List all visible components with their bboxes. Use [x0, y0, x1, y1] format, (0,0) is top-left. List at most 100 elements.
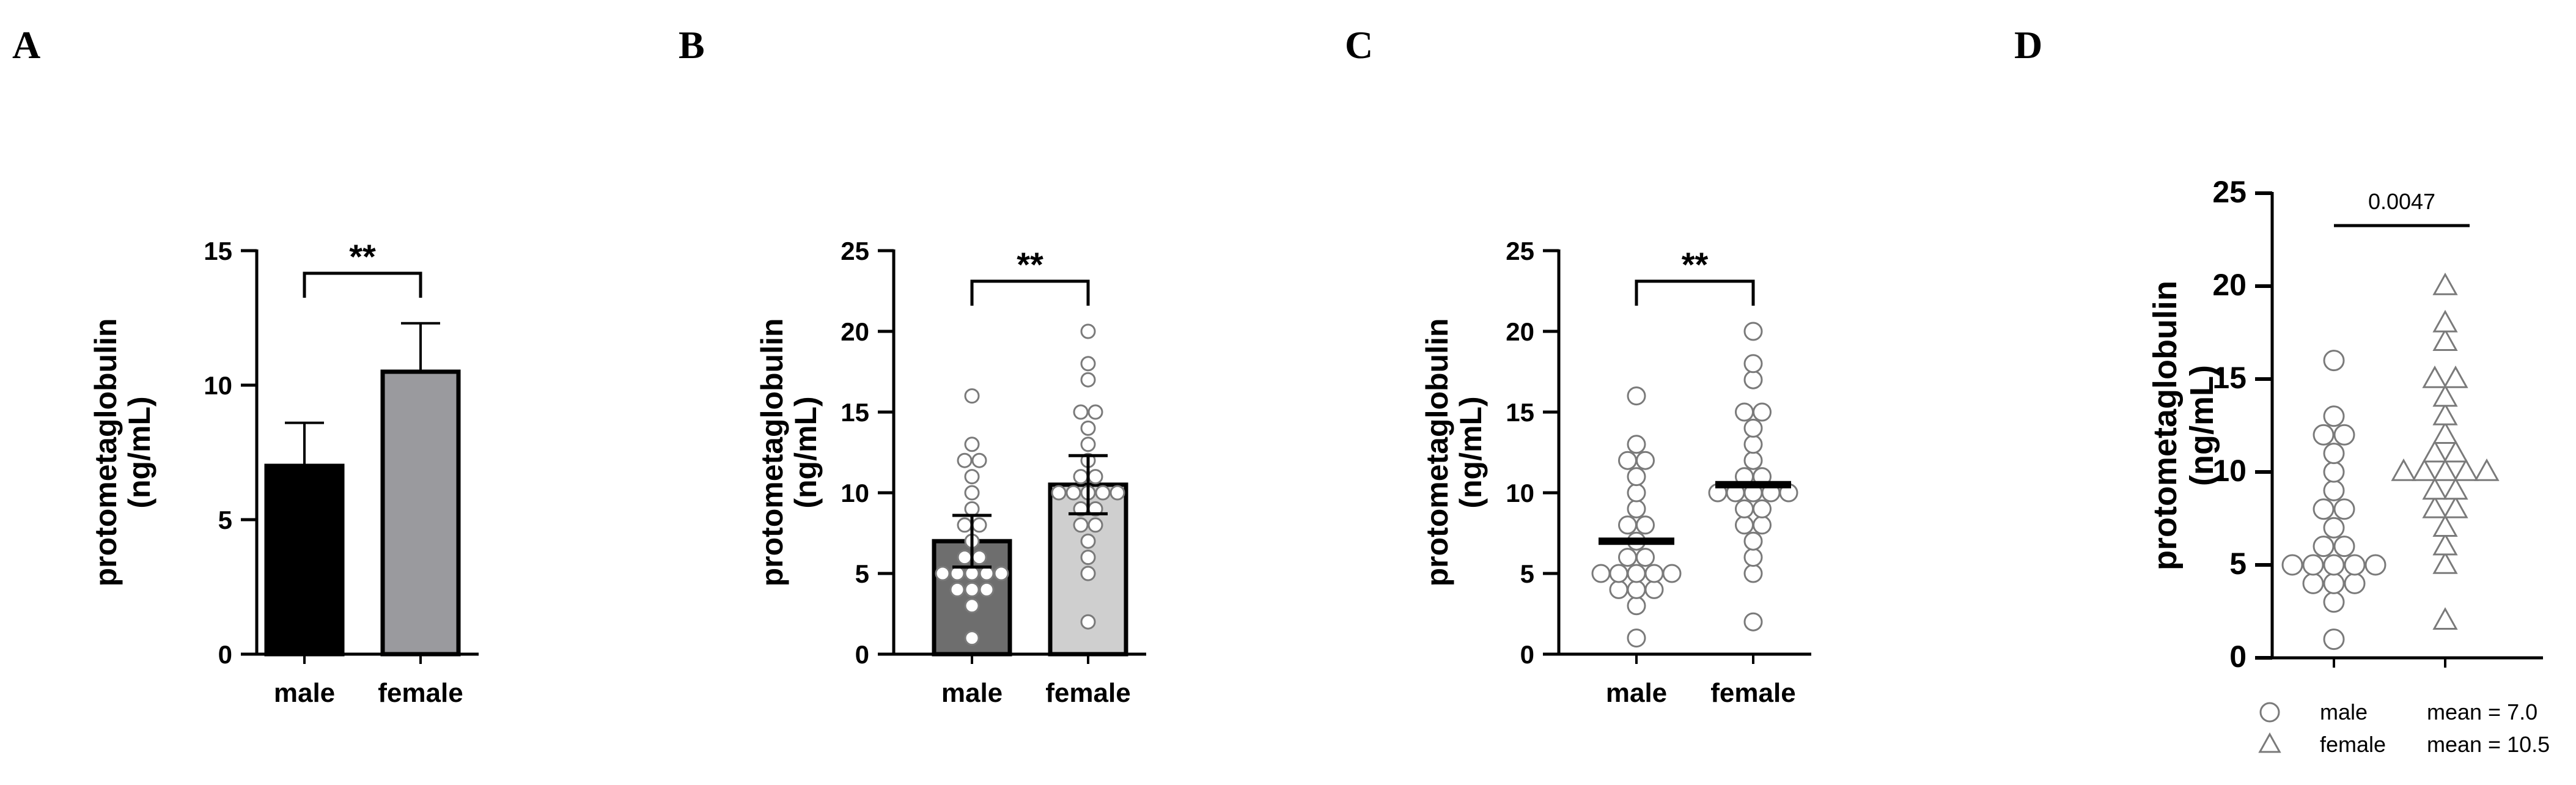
y-tick-label: 20 [1506, 317, 1534, 346]
data-point-circle [2333, 536, 2355, 558]
significance-bracket [1635, 279, 1755, 306]
data-point [1636, 451, 1655, 470]
legend-label: female [2320, 732, 2386, 757]
data-point [964, 598, 980, 614]
data-point [964, 388, 980, 404]
x-tick-label: female [1710, 678, 1795, 708]
data-point [1110, 485, 1125, 501]
x-tick-label: female [378, 678, 463, 708]
data-point [1627, 564, 1646, 583]
legend-stat: mean = 7.0 [2427, 699, 2537, 724]
data-point-circle [2364, 554, 2386, 576]
data-point [1743, 531, 1763, 551]
data-point [1662, 564, 1682, 583]
y-axis-label: (ng/mL) [789, 396, 823, 508]
data-point-circle [2302, 572, 2324, 594]
significance-label: ** [349, 237, 376, 276]
data-point [1618, 548, 1637, 567]
data-point-triangle [2474, 458, 2500, 481]
data-point [1618, 451, 1637, 470]
data-point [1080, 533, 1096, 549]
data-point [957, 550, 973, 566]
y-tick-label: 10 [1506, 479, 1534, 507]
data-point [964, 469, 980, 485]
y-tick-label: 5 [2229, 547, 2247, 581]
data-point-triangle [2432, 514, 2458, 537]
data-point [964, 437, 980, 452]
legend-label: male [2320, 699, 2368, 724]
y-axis-label: (ng/mL) [1454, 396, 1488, 508]
data-point [979, 581, 995, 597]
data-point [957, 517, 973, 533]
y-tick-label: 15 [1506, 398, 1534, 427]
data-point [1627, 386, 1646, 406]
data-point-triangle [2432, 328, 2458, 351]
y-axis-label: (ng/mL) [2184, 365, 2220, 486]
data-point [1073, 517, 1089, 533]
y-tick-label: 10 [2212, 454, 2247, 488]
data-point [964, 566, 980, 581]
data-point [1080, 323, 1096, 339]
data-point [1753, 499, 1772, 518]
y-tick-label: 0 [2229, 639, 2247, 674]
data-point-circle [2323, 628, 2345, 650]
data-point-circle [2313, 498, 2335, 520]
data-point-circle [2323, 591, 2345, 613]
data-point [1636, 548, 1655, 567]
p-value-label: 0.0047 [2368, 189, 2435, 214]
y-tick-label: 5 [855, 559, 869, 588]
data-point [1618, 515, 1637, 535]
data-point-triangle [2432, 384, 2458, 407]
data-point-circle [2323, 517, 2345, 539]
data-point [1609, 564, 1628, 583]
x-tick-label: female [1045, 678, 1130, 708]
y-tick-label: 25 [841, 237, 869, 265]
data-point-triangle [2432, 421, 2458, 444]
data-point [1080, 420, 1096, 436]
data-point [1735, 499, 1754, 518]
data-point-circle [2281, 554, 2303, 576]
panel-c: C 0 5 10 15 20 25 male female protometaglobulin (n… [1345, 23, 1811, 708]
data-point [964, 485, 980, 501]
data-point-circle [2333, 424, 2355, 446]
data-point [993, 566, 1009, 581]
data-point-triangle [2432, 551, 2458, 574]
y-tick-label: 15 [2212, 361, 2247, 395]
data-point [1080, 566, 1096, 581]
data-point-triangle [2443, 365, 2468, 388]
significance-label: ** [1682, 245, 1709, 284]
significance-label: ** [1017, 245, 1043, 284]
data-point [1080, 614, 1096, 630]
data-point-circle [2323, 405, 2345, 427]
y-tick-label: 5 [218, 506, 232, 534]
data-point [1087, 469, 1103, 485]
y-tick-label: 20 [841, 317, 869, 346]
panel-letter: B [679, 23, 705, 67]
data-point [1743, 451, 1763, 470]
data-point-circle [2344, 572, 2366, 594]
data-point [949, 581, 965, 597]
legend-stat: mean = 10.5 [2427, 732, 2550, 757]
panel-d: D 0 5 10 15 20 25 protometaglobulin (ng/mL) 0.004… [2014, 23, 2550, 757]
data-point [935, 566, 951, 581]
data-point [1627, 628, 1646, 648]
data-point-triangle [2432, 402, 2458, 426]
data-point-circle [2323, 554, 2345, 576]
data-point [1735, 515, 1754, 535]
data-point [1627, 467, 1646, 487]
panel-letter: C [1345, 23, 1373, 67]
legend-marker-triangle [2258, 732, 2281, 753]
data-point [1743, 354, 1763, 374]
data-point-triangle [2453, 458, 2479, 481]
data-point-circle [2333, 498, 2355, 520]
data-point [1627, 580, 1646, 599]
significance-bracket [303, 271, 422, 298]
data-point [1080, 437, 1096, 452]
data-point [1735, 402, 1754, 422]
y-tick-label: 15 [841, 398, 869, 427]
data-point [1080, 356, 1096, 372]
data-point-triangle [2422, 440, 2448, 463]
data-point-circle [2323, 461, 2345, 483]
significance-bracket [970, 279, 1090, 306]
y-tick-label: 0 [218, 640, 232, 669]
